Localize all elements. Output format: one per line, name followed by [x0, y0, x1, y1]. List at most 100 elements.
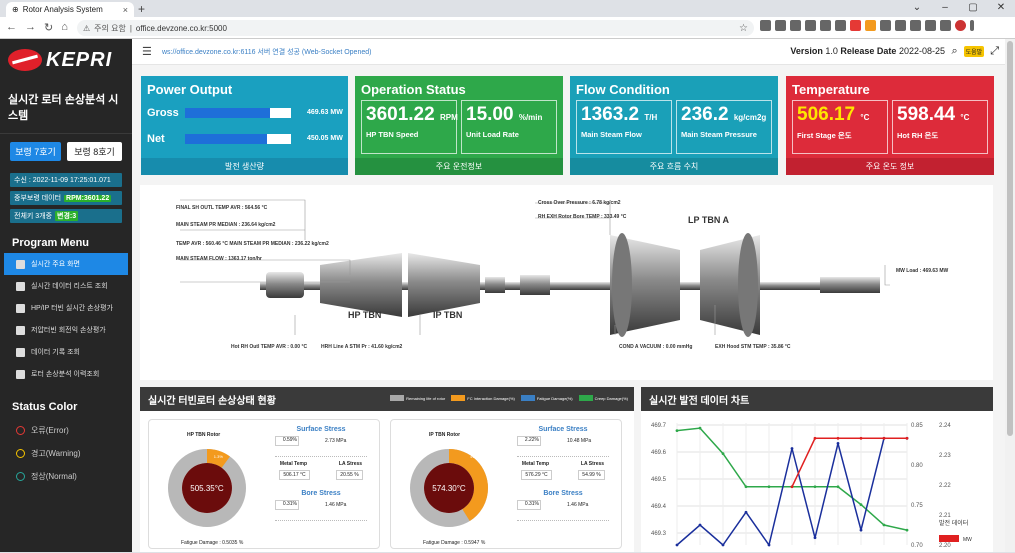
metal-temp-value: 576.29 — [525, 472, 541, 478]
url-text: office.devzone.co.kr:5000 — [135, 23, 227, 33]
websocket-status: ws://office.devzone.co.kr:6116 서버 연결 성공 … — [162, 48, 372, 56]
card-footer: 주요 흐름 수치 — [570, 158, 778, 175]
kepri-logo-text: KEPRI — [46, 48, 113, 71]
diagram-label: Hot RH Outl TEMP AVR : 0.00 °C — [231, 344, 308, 350]
panel-title: 실시간 발전 데이터 차트 — [649, 395, 750, 407]
reload-icon[interactable]: ↻ — [44, 22, 54, 34]
sidebar: KEPRI 실시간 로터 손상분석 시스템 보령 7호기 보령 8호기 수신 :… — [0, 39, 132, 552]
hamburger-menu-icon[interactable]: ☰ — [142, 46, 152, 58]
tab-favicon-icon: ⊕ — [12, 5, 19, 14]
tab-close-icon[interactable]: × — [122, 4, 128, 15]
unit8-button[interactable]: 보령 8호기 — [67, 142, 122, 161]
fatigue-damage: Fatigue Damage : 0.5035 % — [181, 540, 244, 546]
y-right2-tick: 2.20 — [939, 543, 951, 549]
surface-stress-title: Surface Stress — [296, 426, 346, 433]
extension-icon[interactable] — [820, 20, 831, 31]
menu-title: Program Menu — [12, 237, 90, 249]
realtime-chart: 469.7 469.6 469.5 469.4 469.3 0.85 0.80 0.75 0.7… — [649, 417, 989, 550]
help-button[interactable]: 도움말 — [963, 46, 985, 57]
y-right-tick: 0.85 — [911, 423, 923, 429]
menu-item[interactable]: 실시간 데이터 리스트 조회 — [0, 275, 132, 297]
diagram-label: EXH Hood STM TEMP : 35.86 °C — [715, 344, 791, 350]
search-icon[interactable]: ⌕ — [951, 45, 958, 57]
kepri-logo[interactable]: KEPRI — [0, 39, 132, 81]
y-left-tick: 469.3 — [651, 531, 667, 537]
extension-icon[interactable] — [775, 20, 786, 31]
close-icon[interactable]: ✕ — [996, 2, 1006, 13]
forward-icon[interactable]: → — [25, 21, 36, 33]
diagram-label: MW Load : 469.63 MW — [896, 268, 949, 274]
unit7-button[interactable]: 보령 7호기 — [10, 142, 62, 161]
stress-column: Surface Stress 0.59% 2.73 MPa Metal Temp L… — [267, 420, 375, 550]
chart-legend-title: 발전 데이터 — [939, 519, 968, 527]
surface-pct: 0.59% — [275, 436, 299, 446]
kepri-logo-mark — [8, 49, 42, 71]
gross-value: 469.63 MW — [307, 109, 343, 116]
browser-tab[interactable]: ⊕ Rotor Analysis System × — [6, 2, 134, 17]
extension-icon[interactable] — [910, 20, 921, 31]
extension-icon[interactable] — [850, 20, 861, 31]
bookmark-star-icon[interactable]: ☆ — [739, 22, 748, 34]
diagram-label: MAIN STEAM PR MEDIAN : 236.64 kg/cm2 — [176, 222, 276, 228]
change-badge: 변경:3 — [55, 211, 79, 221]
fullscreen-icon[interactable]: ⤢ — [990, 45, 999, 57]
status-item: 오류(Error) — [0, 419, 132, 442]
net-value: 450.05 MW — [307, 135, 343, 142]
extension-icon[interactable] — [790, 20, 801, 31]
card-title: Power Output — [147, 82, 233, 97]
diagram-label: TEMP AVR : 560.46 °C MAIN STEAM PR MEDIA… — [176, 241, 329, 247]
fc-damage-arc — [168, 449, 246, 527]
card-footer: 주요 운전정보 — [355, 158, 563, 175]
extension-icon[interactable] — [925, 20, 936, 31]
received-time: 수신 : 2022-11-09 17:25:01.071 — [10, 173, 122, 187]
realtime-chart-panel: 실시간 발전 데이터 차트 469.7 469.6 469.5 469.4 469.3 0… — [641, 387, 993, 552]
rotor-damage-panel: 실시간 터빈로터 손상상태 현황 Remaining life of rotor… — [140, 387, 634, 552]
temperature-card: Temperature 506.17 °C First Stage 온도 598… — [786, 76, 994, 175]
menu-item-label: 로터 손상분석 이력조회 — [31, 371, 100, 378]
chart-legend-swatch — [939, 535, 959, 542]
legend-item: Remaining life of rotor — [390, 395, 445, 401]
flow-condition-card: Flow Condition 1363.2 T/H Main Steam Flo… — [570, 76, 778, 175]
hp-turbine-label: HP TBN — [348, 310, 382, 320]
card-footer: 주요 온도 정보 — [786, 158, 994, 175]
maximize-icon[interactable]: ▢ — [968, 2, 978, 13]
menu-item[interactable]: 데이터 기록 조회 — [0, 341, 132, 363]
menu-item[interactable]: 실시간 주요 화면 — [4, 253, 128, 275]
status-label: 경고(Warning) — [31, 449, 81, 458]
extension-icon[interactable] — [805, 20, 816, 31]
extension-icon[interactable] — [835, 20, 846, 31]
minimize-icon[interactable]: – — [942, 2, 948, 13]
y-right2-tick: 2.21 — [939, 513, 951, 519]
surface-pct: 2.22% — [517, 436, 541, 446]
extensions-bar — [760, 20, 974, 31]
status-label: 오류(Error) — [31, 426, 69, 435]
y-right2-tick: 2.22 — [939, 483, 951, 489]
home-icon[interactable]: ⌂ — [61, 21, 68, 33]
mail-icon — [16, 369, 25, 379]
browser-tabstrip: ⊕ Rotor Analysis System × + ⌄ – ▢ ✕ — [0, 0, 1015, 17]
rotor-temp: 574.30°C — [432, 484, 466, 493]
extension-icon[interactable] — [880, 20, 891, 31]
profile-avatar-icon[interactable] — [955, 20, 966, 31]
back-icon[interactable]: ← — [6, 21, 17, 33]
menu-item[interactable]: HP/IP 터빈 실시간 손상평가 — [0, 297, 132, 319]
page-scrollbar[interactable] — [1005, 39, 1015, 552]
fc-pct-label: 1.3% — [214, 454, 224, 459]
extension-icon[interactable] — [895, 20, 906, 31]
status-item: 경고(Warning) — [0, 442, 132, 465]
window-controls: ⌄ – ▢ ✕ — [903, 0, 1015, 16]
chevron-down-icon[interactable]: ⌄ — [912, 2, 922, 13]
menu-item[interactable]: 저압터빈 회전익 손상평가 — [0, 319, 132, 341]
url-field[interactable]: ⚠ 주의 요함 | office.devzone.co.kr:5000 ☆ — [77, 20, 754, 36]
new-tab-icon[interactable]: + — [138, 2, 146, 16]
main-content: ☰ ws://office.devzone.co.kr:6116 서버 연결 성… — [132, 39, 1005, 552]
bore-mpa: 1.46 MPa — [325, 502, 347, 508]
menu-item[interactable]: 로터 손상분석 이력조회 — [0, 363, 132, 385]
extension-icon[interactable] — [940, 20, 951, 31]
extension-icon[interactable] — [760, 20, 771, 31]
rpm-value: 3601.22 — [366, 104, 435, 125]
menu-dots-icon[interactable] — [970, 20, 974, 31]
scrollbar-thumb[interactable] — [1007, 41, 1013, 436]
bore-stress-title: Bore Stress — [301, 490, 341, 497]
extension-icon[interactable] — [865, 20, 876, 31]
